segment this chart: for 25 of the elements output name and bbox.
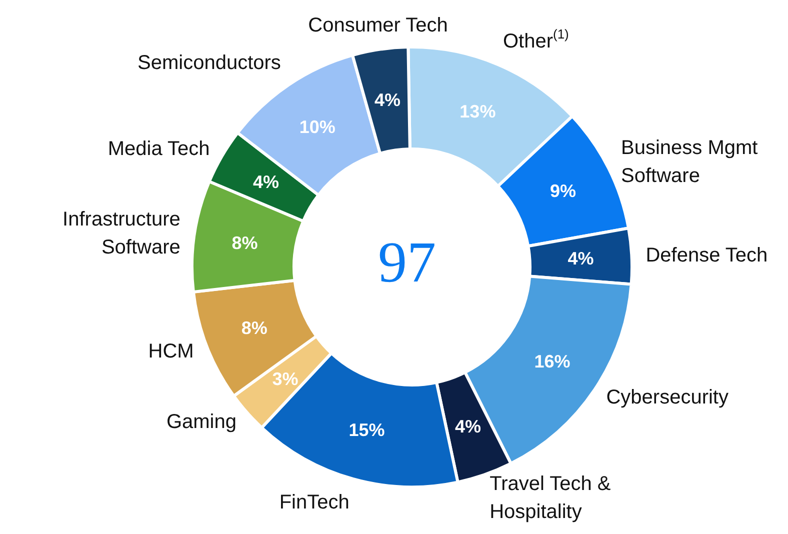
data-label: 8%	[232, 232, 258, 253]
slice-label: Media Tech	[108, 138, 210, 160]
text: 97	[378, 230, 436, 294]
data-label: 4%	[374, 90, 400, 110]
slice-label: Infrastructure Software	[62, 208, 180, 259]
slice-label: HCM	[148, 340, 194, 363]
data-label: 4%	[455, 416, 482, 436]
data-label: 8%	[241, 318, 268, 338]
slice-label: Other$^{(1)}$	[502, 26, 569, 52]
data-label: 3%	[272, 368, 298, 389]
slice-label: Gaming	[166, 410, 236, 433]
slice-label: Semiconductors	[138, 52, 281, 74]
slice-label: Cybersecurity	[606, 386, 728, 409]
slice-label: Consumer Tech	[308, 14, 448, 36]
slice-label: Travel Tech & Hospitality	[490, 472, 612, 523]
data-label: 4%	[568, 248, 594, 269]
slice-label: Business Mgmt Software	[621, 136, 758, 187]
data-label: 16%	[534, 351, 570, 372]
data-label: 13%	[460, 101, 496, 122]
slice-label: FinTech	[279, 491, 350, 514]
slice-label: Defense Tech	[646, 244, 768, 266]
data-label: 15%	[348, 420, 385, 440]
data-label: 10%	[299, 116, 336, 137]
data-label: 4%	[252, 172, 279, 192]
data-label: 9%	[550, 181, 576, 202]
